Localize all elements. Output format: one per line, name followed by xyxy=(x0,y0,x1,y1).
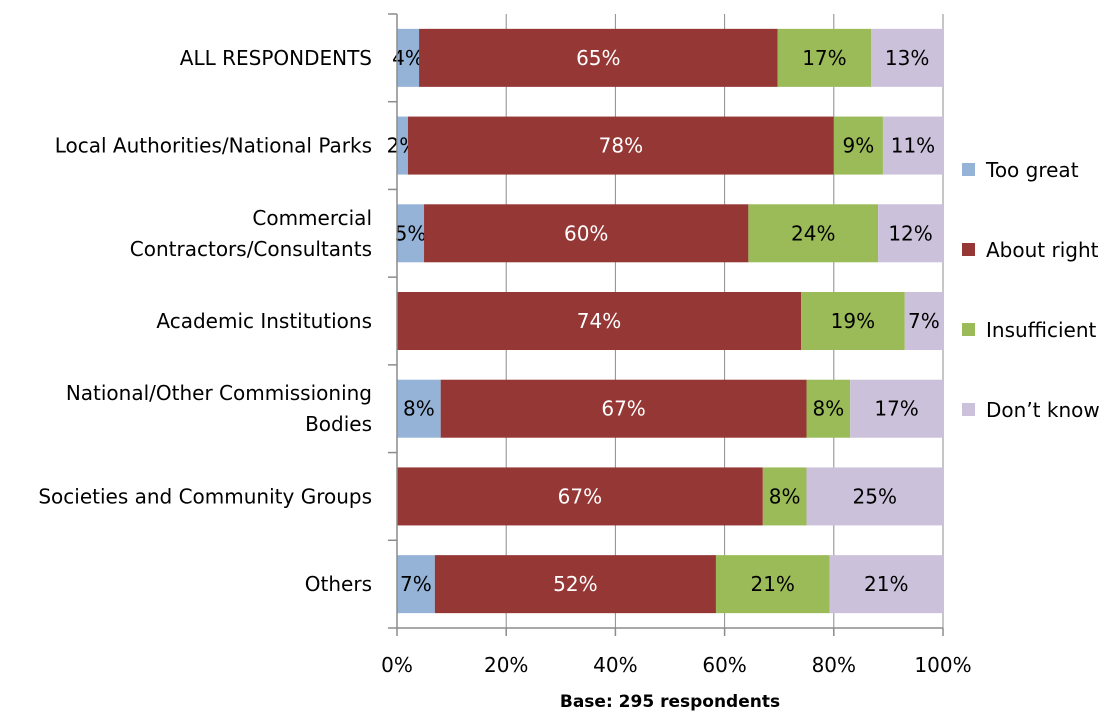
bar-segment-insufficient xyxy=(801,292,905,350)
category-label-line: ALL RESPONDENTS xyxy=(180,46,372,70)
category-labels: ALL RESPONDENTS Local Authorities/Nationa… xyxy=(38,46,372,596)
category-label-line: Local Authorities/National Parks xyxy=(55,134,372,158)
data-label: 78% xyxy=(599,134,643,158)
bar-segment-about-right xyxy=(419,28,778,87)
category-label: ALL RESPONDENTS xyxy=(180,46,372,70)
data-label: 21% xyxy=(750,572,794,596)
bar-segment-insufficient xyxy=(777,28,872,87)
data-label: 19% xyxy=(831,309,875,333)
bar-segment-too-great xyxy=(397,204,425,263)
bar-segment-insufficient xyxy=(833,116,883,175)
category-label-line: Contractors/Consultants xyxy=(130,237,372,261)
data-label: 12% xyxy=(888,221,932,245)
category-label: Commercial Contractors/Consultants xyxy=(130,206,372,261)
category-label-line: Societies and Community Groups xyxy=(38,484,372,508)
x-tick-label: 80% xyxy=(812,653,856,677)
category-label-line: National/Other Commissioning xyxy=(66,381,372,405)
data-label: 17% xyxy=(874,397,918,421)
bar-segment-too-great xyxy=(397,28,420,87)
x-tick-label: 60% xyxy=(702,653,746,677)
category-label-line: Commercial xyxy=(252,206,372,230)
legend-swatch xyxy=(962,403,975,416)
bar-segment-about-right xyxy=(397,467,763,526)
bar-segment-dont-know xyxy=(829,555,943,614)
category-label: Academic Institutions xyxy=(156,309,372,333)
bar-segment-about-right xyxy=(397,292,802,350)
data-label: 52% xyxy=(553,572,597,596)
bar-segment-dont-know xyxy=(850,379,943,438)
data-label: 17% xyxy=(802,46,846,70)
category-label-line: Academic Institutions xyxy=(156,309,372,333)
category-label-line: Others xyxy=(305,572,372,596)
data-label: 8% xyxy=(403,397,435,421)
category-label-line: Bodies xyxy=(305,412,372,436)
x-tick-labels: 0% 20% 40% 60% 80% 100% xyxy=(381,653,971,677)
data-label: 67% xyxy=(601,397,645,421)
x-tick-label: 0% xyxy=(381,653,413,677)
x-tick-label: 100% xyxy=(914,653,971,677)
data-label: 21% xyxy=(864,572,908,596)
bar-segment-dont-know xyxy=(882,116,943,175)
bar-segment-too-great xyxy=(397,555,435,614)
axes xyxy=(388,13,944,636)
bars: 4% 65% 17% 13%2% 78% 9% 11%5% 60% 24% 12%74% 19% 7%… xyxy=(387,28,943,614)
bar-segment-too-great xyxy=(397,116,408,175)
category-label: Others xyxy=(305,572,372,596)
data-label: 13% xyxy=(885,46,929,70)
bar-segment-insufficient xyxy=(806,379,851,438)
legend-swatch xyxy=(962,323,975,336)
data-label: 7% xyxy=(908,309,940,333)
bar-segment-about-right xyxy=(424,204,749,263)
legend-swatch xyxy=(962,243,975,256)
legend: Too great About right Insufficient Don’t kn… xyxy=(962,158,1100,422)
bar-segment-dont-know xyxy=(878,204,943,263)
category-label: National/Other Commissioning Bodies xyxy=(66,381,372,436)
data-label: 7% xyxy=(400,572,432,596)
data-label: 24% xyxy=(791,221,835,245)
bar-segment-about-right xyxy=(440,379,807,438)
bar-segment-insufficient xyxy=(762,467,807,526)
x-tick-label: 40% xyxy=(593,653,637,677)
data-label: 67% xyxy=(558,484,602,508)
data-label: 8% xyxy=(769,484,801,508)
legend-label: About right xyxy=(986,238,1099,262)
legend-label: Too great xyxy=(985,158,1079,182)
category-label: Local Authorities/National Parks xyxy=(55,134,372,158)
bar-segment-about-right xyxy=(434,555,716,614)
data-label: 25% xyxy=(853,484,897,508)
data-label: 11% xyxy=(891,134,935,158)
data-label: 74% xyxy=(577,309,621,333)
legend-label: Insufficient xyxy=(986,318,1097,342)
legend-swatch xyxy=(962,163,975,176)
bar-segment-dont-know xyxy=(904,292,943,350)
bar-segment-insufficient xyxy=(715,555,830,614)
x-tick-label: 20% xyxy=(484,653,528,677)
data-label: 8% xyxy=(812,397,844,421)
data-label: 9% xyxy=(843,134,875,158)
data-label: 5% xyxy=(395,221,427,245)
data-label: 60% xyxy=(564,221,608,245)
x-axis-label: Base: 295 respondents xyxy=(560,692,780,712)
bar-segment-dont-know xyxy=(871,28,943,87)
bar-segment-too-great xyxy=(397,379,441,438)
legend-label: Don’t know xyxy=(986,398,1100,422)
bar-segment-insufficient xyxy=(748,204,879,263)
bar-segment-about-right xyxy=(407,116,834,175)
category-label: Societies and Community Groups xyxy=(38,484,372,508)
bar-segment-dont-know xyxy=(806,467,943,526)
data-label: 65% xyxy=(576,46,620,70)
